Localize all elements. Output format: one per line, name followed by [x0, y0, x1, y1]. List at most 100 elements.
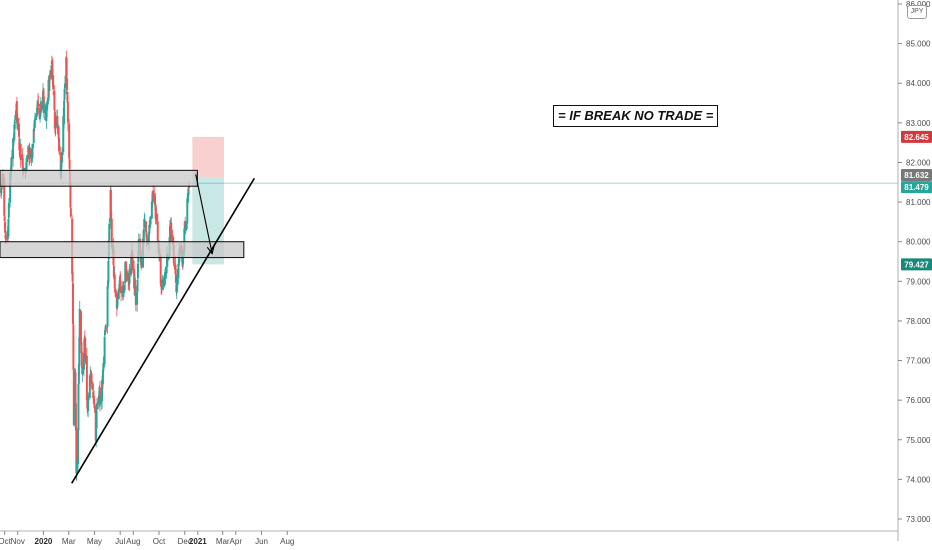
candle-body: [104, 329, 107, 335]
price-tag-label: 82.645: [904, 133, 929, 142]
candle-body: [77, 427, 80, 465]
candle-body: [63, 83, 66, 89]
candle-body: [19, 143, 22, 161]
candle: [120, 284, 123, 302]
candle-body: [152, 191, 155, 195]
candle-body: [154, 204, 157, 219]
candle-body: [110, 218, 113, 247]
candle: [39, 115, 42, 123]
candle: [143, 212, 146, 228]
candle-body: [153, 193, 156, 205]
candle-body: [84, 354, 87, 358]
candle: [107, 254, 110, 289]
x-tick-label: Mar: [216, 537, 230, 546]
candle: [170, 217, 173, 242]
x-tick-label: Dec: [178, 537, 192, 546]
candle: [68, 153, 71, 171]
candle-body: [74, 403, 77, 431]
resistance-zone[interactable]: [0, 169, 198, 187]
candle-body: [77, 384, 80, 431]
candle: [98, 381, 101, 412]
candle-body: [177, 260, 180, 266]
candle-body: [133, 268, 136, 289]
candle-body: [81, 369, 84, 374]
candle-body: [21, 154, 24, 158]
candle: [37, 95, 40, 113]
candle-body: [103, 337, 106, 365]
candle-body: [25, 158, 28, 170]
price-tag-bg: [901, 169, 932, 182]
x-tick-label: 2020: [35, 537, 53, 546]
candle-body: [93, 398, 96, 404]
candle: [128, 268, 131, 277]
candle-body: [108, 223, 111, 241]
candle: [4, 219, 7, 234]
candle-body: [20, 155, 23, 161]
candle-body: [125, 271, 128, 281]
candle: [31, 143, 34, 163]
candle: [133, 260, 136, 296]
ascending-trendline[interactable]: [71, 177, 256, 484]
candle-body: [49, 73, 52, 78]
candle-body: [7, 218, 10, 237]
candle-body: [136, 279, 139, 292]
candle: [185, 221, 188, 232]
candle-body: [45, 112, 48, 121]
candle: [55, 109, 58, 127]
candle: [40, 100, 43, 114]
arrow-head: [206, 245, 215, 255]
candle-body: [177, 263, 180, 279]
candle-body: [147, 232, 150, 244]
x-tick-label: May: [87, 537, 102, 546]
x-tick-label: Jul: [115, 537, 125, 546]
candle: [84, 350, 87, 365]
projection-arrow[interactable]: [195, 174, 215, 255]
candle-body: [29, 148, 32, 156]
x-tick-label: Aug: [280, 537, 294, 546]
symbol-tag: JPY: [907, 5, 927, 19]
candle: [63, 84, 66, 108]
candle-body: [173, 262, 176, 266]
candle-body: [80, 351, 83, 369]
y-tick-label: 83.000: [906, 119, 931, 128]
candle-body: [140, 257, 143, 268]
candle: [105, 325, 108, 333]
candle-body: [52, 75, 55, 90]
candle-body: [43, 105, 46, 113]
candle-body: [157, 240, 160, 242]
candle: [80, 343, 83, 371]
candle-body: [92, 391, 95, 399]
candle: [72, 367, 75, 427]
support-zone[interactable]: [0, 241, 245, 259]
candle: [102, 356, 105, 376]
price-tag-label: 79.427: [904, 260, 929, 269]
candle: [21, 148, 24, 160]
candle-body: [131, 259, 134, 271]
candle-body: [72, 324, 75, 370]
candle-body: [26, 154, 29, 160]
x-tick-label: Oct: [0, 537, 12, 546]
candle: [28, 142, 31, 166]
candle: [173, 260, 176, 270]
candle: [81, 366, 84, 383]
price-tag: 81.632: [901, 169, 932, 182]
candle-body: [171, 234, 174, 242]
candle-body: [36, 101, 39, 107]
candle-body: [53, 112, 56, 129]
candle-body: [181, 262, 184, 267]
candle-body: [4, 239, 7, 240]
candle: [78, 301, 81, 346]
candle-body: [183, 221, 186, 231]
candle-body: [183, 228, 186, 253]
candle-body: [159, 256, 162, 284]
candle-body: [98, 387, 101, 404]
candle-body: [66, 78, 69, 90]
candle-body: [34, 115, 37, 121]
candle: [159, 254, 162, 286]
candle-body: [96, 403, 99, 410]
candle-body: [136, 291, 139, 305]
x-tick-label: Nov: [11, 537, 25, 546]
candle: [53, 85, 56, 114]
